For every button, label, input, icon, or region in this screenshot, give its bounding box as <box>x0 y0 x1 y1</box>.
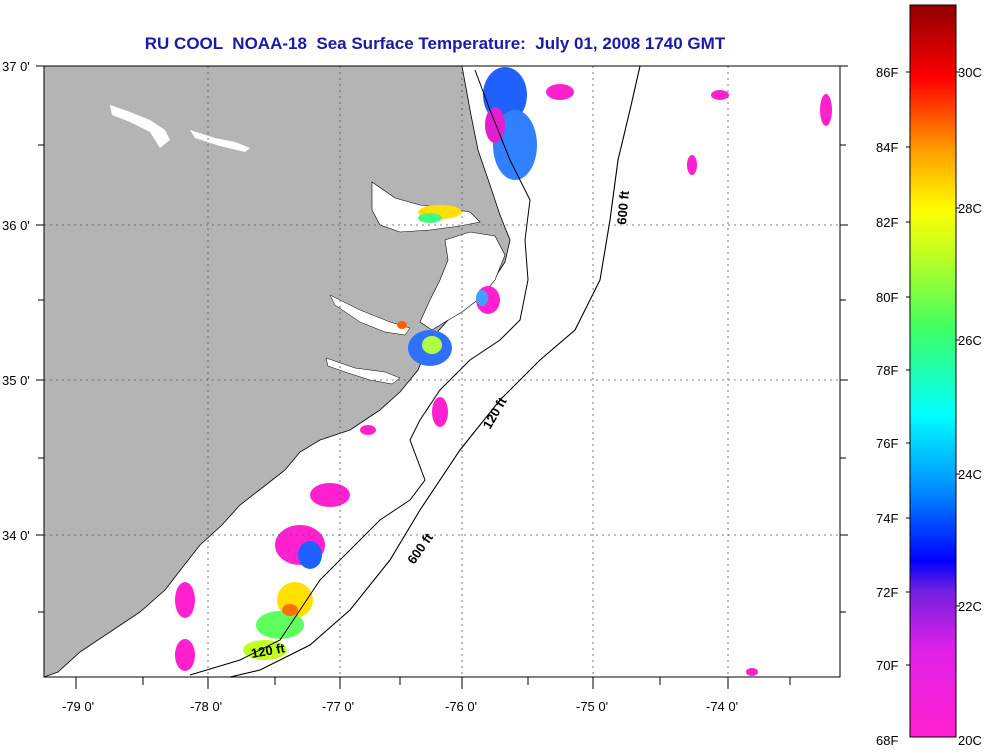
colorbar-f-label: 84F <box>876 140 898 155</box>
colorbar-f-label: 82F <box>876 215 898 230</box>
colorbar-ticks <box>906 71 960 666</box>
graticule <box>44 66 840 677</box>
river <box>110 105 170 148</box>
map-frame <box>43 65 841 678</box>
colorbar-c-label: 26C <box>958 333 982 348</box>
colorbar-f-label: 80F <box>876 290 898 305</box>
colorbar-c-label: 24C <box>958 467 982 482</box>
lon-label: -74 0' <box>706 699 738 714</box>
lat-label: 36 0' <box>2 218 30 233</box>
sst-patches <box>175 67 832 676</box>
colorbar-c-label: 28C <box>958 201 982 216</box>
colorbar-f-label: 74F <box>876 511 898 526</box>
contour-label-600ft: 600 ft <box>614 189 632 225</box>
river <box>325 357 401 385</box>
river <box>329 294 411 336</box>
lon-label: -77 0' <box>322 699 354 714</box>
colorbar-f-label: 86F <box>876 65 898 80</box>
colorbar-f-label: 70F <box>876 658 898 673</box>
pamlico-sound <box>419 231 506 331</box>
contour-label-120ft: 120 ft <box>250 640 287 661</box>
lat-label: 34 0' <box>2 528 30 543</box>
river <box>190 130 250 152</box>
lon-label: -78 0' <box>190 699 222 714</box>
colorbar-c-label: 20C <box>958 733 982 748</box>
lon-label: -75 0' <box>576 699 608 714</box>
lon-label: -79 0' <box>62 699 94 714</box>
lat-label: 35 0' <box>2 373 30 388</box>
colorbar <box>909 4 957 738</box>
isobath-120ft <box>189 69 531 676</box>
colorbar-f-label: 78F <box>876 363 898 378</box>
chart-title: RU COOL NOAA-18 Sea Surface Temperature:… <box>144 34 726 53</box>
lat-label: 37 0' <box>2 59 30 74</box>
isobath-600ft <box>229 66 641 677</box>
colorbar-f-label: 72F <box>876 585 898 600</box>
colorbar-f-label: 76F <box>876 436 898 451</box>
colorbar-f-label: 68F <box>876 733 898 748</box>
colorbar-c-label: 30C <box>958 65 982 80</box>
axis-ticks <box>36 65 848 689</box>
colorbar-c-label: 22C <box>958 599 982 614</box>
lon-label: -76 0' <box>445 699 477 714</box>
